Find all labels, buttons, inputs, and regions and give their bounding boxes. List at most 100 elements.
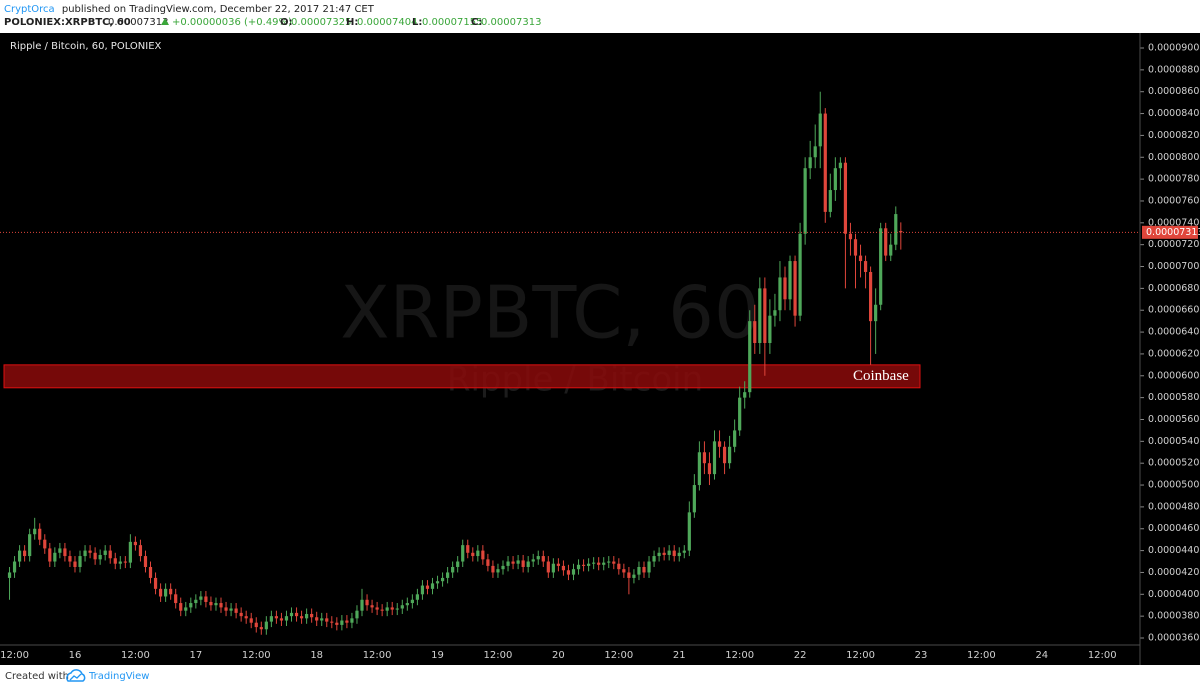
candle-body xyxy=(58,548,62,553)
candle-body xyxy=(707,463,712,475)
x-tick-label: 12:00 xyxy=(1088,650,1117,661)
candle-body xyxy=(269,616,273,622)
candle-body xyxy=(310,613,314,618)
candle-body xyxy=(189,603,193,608)
candle-body xyxy=(717,441,722,447)
candle-body xyxy=(209,601,213,606)
candle-body xyxy=(83,550,87,557)
candle-body xyxy=(224,607,228,611)
candle-body xyxy=(229,608,233,611)
candle-body xyxy=(370,605,374,608)
candle-body xyxy=(622,569,626,573)
candle-body xyxy=(828,190,832,212)
candle-body xyxy=(778,277,782,311)
candle-body xyxy=(652,556,656,562)
author-link[interactable]: CryptOrca xyxy=(4,4,55,15)
candle-body xyxy=(430,583,435,589)
x-tick-label: 12:00 xyxy=(0,650,29,661)
candle-body xyxy=(743,392,747,398)
published-text: published on TradingView.com, December 2… xyxy=(62,4,375,15)
candle-body xyxy=(33,528,37,535)
x-tick-label: 16 xyxy=(69,650,82,661)
tradingview-logo xyxy=(66,669,86,682)
x-tick-label: 18 xyxy=(310,650,323,661)
symbol: POLONIEX:XRPBTC, 60 xyxy=(4,17,131,28)
x-tick-label: 12:00 xyxy=(967,650,996,661)
x-tick-label: 12:00 xyxy=(121,650,150,661)
candle-body xyxy=(219,603,223,608)
candle-body xyxy=(43,539,47,549)
candle-body xyxy=(692,485,696,513)
candle-body xyxy=(481,550,485,560)
candle-body xyxy=(868,271,873,322)
y-tick-label: 0.00008400 xyxy=(1148,108,1200,119)
header-line-2: POLONIEX:XRPBTC, 60 0.00007313 +0.000000… xyxy=(4,17,541,28)
open-label: O: xyxy=(280,17,293,28)
candle-body xyxy=(662,552,666,555)
candle-body xyxy=(425,585,430,589)
y-tick-label: 0.00006800 xyxy=(1148,283,1200,294)
candle-body xyxy=(320,618,324,621)
y-tick-label: 0.00005000 xyxy=(1148,480,1200,491)
y-tick-label: 0.00004000 xyxy=(1148,589,1200,600)
candle-body xyxy=(194,599,198,604)
candle-body xyxy=(415,594,419,600)
candle-body xyxy=(722,446,727,464)
candle-body xyxy=(592,562,596,564)
candle-body xyxy=(179,603,183,611)
x-tick-label: 19 xyxy=(431,650,444,661)
candle-body xyxy=(526,561,530,567)
candle-body xyxy=(833,168,837,191)
candle-body xyxy=(566,570,571,575)
candle-body xyxy=(501,565,505,570)
candle-body xyxy=(642,566,646,573)
candle-body xyxy=(284,616,289,621)
y-tick-label: 0.00006400 xyxy=(1148,327,1200,338)
candle-body xyxy=(627,572,631,578)
background-layer: XRPBTC, 60Ripple / Bitcoin xyxy=(3,271,921,400)
y-tick-label: 0.00007200 xyxy=(1148,239,1200,250)
y-tick-label: 0.00006000 xyxy=(1148,370,1200,381)
candle-body xyxy=(113,558,117,564)
price-change: +0.00000036 (+0.49%) xyxy=(172,17,292,28)
candle-body xyxy=(838,162,842,169)
candle-body xyxy=(556,563,560,566)
plot-background xyxy=(0,33,1200,665)
candle-body xyxy=(93,552,97,560)
candle-body xyxy=(491,565,495,573)
candle-body xyxy=(118,561,122,564)
candle-body xyxy=(48,548,52,562)
y-tick-label: 0.00003800 xyxy=(1148,611,1200,622)
x-tick-label: 17 xyxy=(189,650,202,661)
watermark-symbol: XRPBTC, 60 xyxy=(340,271,760,355)
header-line-1: CryptOrca published on TradingView.com, … xyxy=(4,4,375,15)
candle-body xyxy=(148,566,153,578)
candle-body xyxy=(486,559,490,566)
candle-body xyxy=(299,616,304,619)
candle-body xyxy=(435,581,440,584)
candle-body xyxy=(390,607,394,610)
y-tick-label: 0.00005200 xyxy=(1148,458,1200,469)
y-tick-label: 0.00007600 xyxy=(1148,195,1200,206)
candle-body xyxy=(733,430,737,447)
candle-body xyxy=(28,534,32,557)
y-tick-label: 0.00008000 xyxy=(1148,152,1200,163)
candle-body xyxy=(17,550,22,562)
candle-body xyxy=(350,618,354,623)
candle-body xyxy=(360,599,364,611)
y-tick-label: 0.00004600 xyxy=(1148,523,1200,534)
x-tick-label: 24 xyxy=(1035,650,1048,661)
candle-body xyxy=(738,397,742,431)
candle-body xyxy=(234,608,238,613)
header-bar xyxy=(0,0,1200,33)
candle-body xyxy=(677,552,681,557)
tradingview-link[interactable]: TradingView xyxy=(88,671,149,682)
candle-body xyxy=(576,564,581,570)
candle-body xyxy=(637,566,641,575)
candle-body xyxy=(466,545,470,553)
candle-body xyxy=(763,288,767,344)
candle-body xyxy=(561,565,566,571)
candle-body xyxy=(818,113,822,147)
candle-body xyxy=(803,168,807,234)
